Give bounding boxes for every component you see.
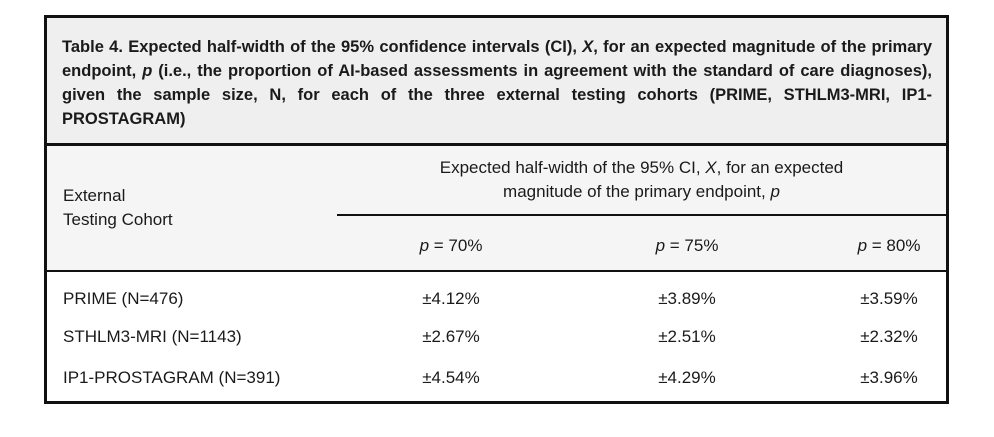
spanning-header-rule bbox=[337, 214, 946, 216]
value-cell: ±3.96% bbox=[860, 368, 918, 387]
spanning-header-line-2: magnitude of the primary endpoint, p bbox=[337, 180, 946, 204]
caption-text-2: , for an expected magnitude of the prima… bbox=[62, 38, 932, 80]
cohort-header-line-1: External bbox=[63, 186, 126, 205]
spanning-header-var-p: p bbox=[770, 182, 780, 201]
cohort-cell: STHLM3-MRI (N=1143) bbox=[63, 327, 242, 346]
column-header-p75: p = 75% bbox=[631, 234, 743, 258]
spanning-column-header: Expected half-width of the 95% CI, X, fo… bbox=[337, 156, 946, 204]
value-cell: ±2.67% bbox=[422, 327, 480, 346]
value-cell: ±4.29% bbox=[658, 368, 716, 387]
p-variable: p bbox=[419, 236, 430, 255]
cohort-header-line-2: Testing Cohort bbox=[63, 210, 173, 229]
value-cell: ±4.12% bbox=[422, 289, 480, 308]
caption-text-3: (i.e., the proportion of AI-based assess… bbox=[62, 62, 932, 128]
table-row: IP1-PROSTAGRAM (N=391) ±4.54% ±4.29% ±3.… bbox=[47, 360, 946, 396]
caption-var-p: p bbox=[142, 62, 153, 80]
p-variable: p bbox=[857, 236, 868, 255]
column-header-p80: p = 80% bbox=[839, 234, 939, 258]
table-frame: Table 4. Expected half-width of the 95% … bbox=[44, 15, 949, 404]
value-cell: ±3.89% bbox=[658, 289, 716, 308]
value-cell: ±4.54% bbox=[422, 368, 480, 387]
value-cell: ±2.32% bbox=[860, 327, 918, 346]
caption-text-1: Table 4. Expected half-width of the 95% … bbox=[62, 38, 583, 56]
column-header-p70: p = 70% bbox=[395, 234, 507, 258]
spanning-header-text-3: magnitude of the primary endpoint, bbox=[503, 182, 771, 201]
caption-var-x: X bbox=[582, 38, 594, 56]
value-cell: ±2.51% bbox=[658, 327, 716, 346]
cohort-cell: IP1-PROSTAGRAM (N=391) bbox=[63, 368, 281, 387]
spanning-header-var-x: X bbox=[705, 158, 717, 177]
spanning-header-line-1: Expected half-width of the 95% CI, X, fo… bbox=[337, 156, 946, 180]
cohort-cell: PRIME (N=476) bbox=[63, 289, 184, 308]
value-cell: ±3.59% bbox=[860, 289, 918, 308]
table-row: PRIME (N=476) ±4.12% ±3.89% ±3.59% bbox=[47, 281, 946, 317]
p-value-label: = 70% bbox=[429, 236, 483, 255]
p-variable: p bbox=[655, 236, 666, 255]
table-caption: Table 4. Expected half-width of the 95% … bbox=[47, 18, 946, 146]
spanning-header-text-2: , for an expected bbox=[716, 158, 844, 177]
cohort-column-header: External Testing Cohort bbox=[63, 184, 173, 232]
table-row: STHLM3-MRI (N=1143) ±2.67% ±2.51% ±2.32% bbox=[47, 319, 946, 355]
table-header: External Testing Cohort Expected half-wi… bbox=[47, 146, 946, 272]
p-value-label: = 75% bbox=[665, 236, 719, 255]
spanning-header-text-1: Expected half-width of the 95% CI, bbox=[439, 158, 706, 177]
p-value-label: = 80% bbox=[867, 236, 921, 255]
